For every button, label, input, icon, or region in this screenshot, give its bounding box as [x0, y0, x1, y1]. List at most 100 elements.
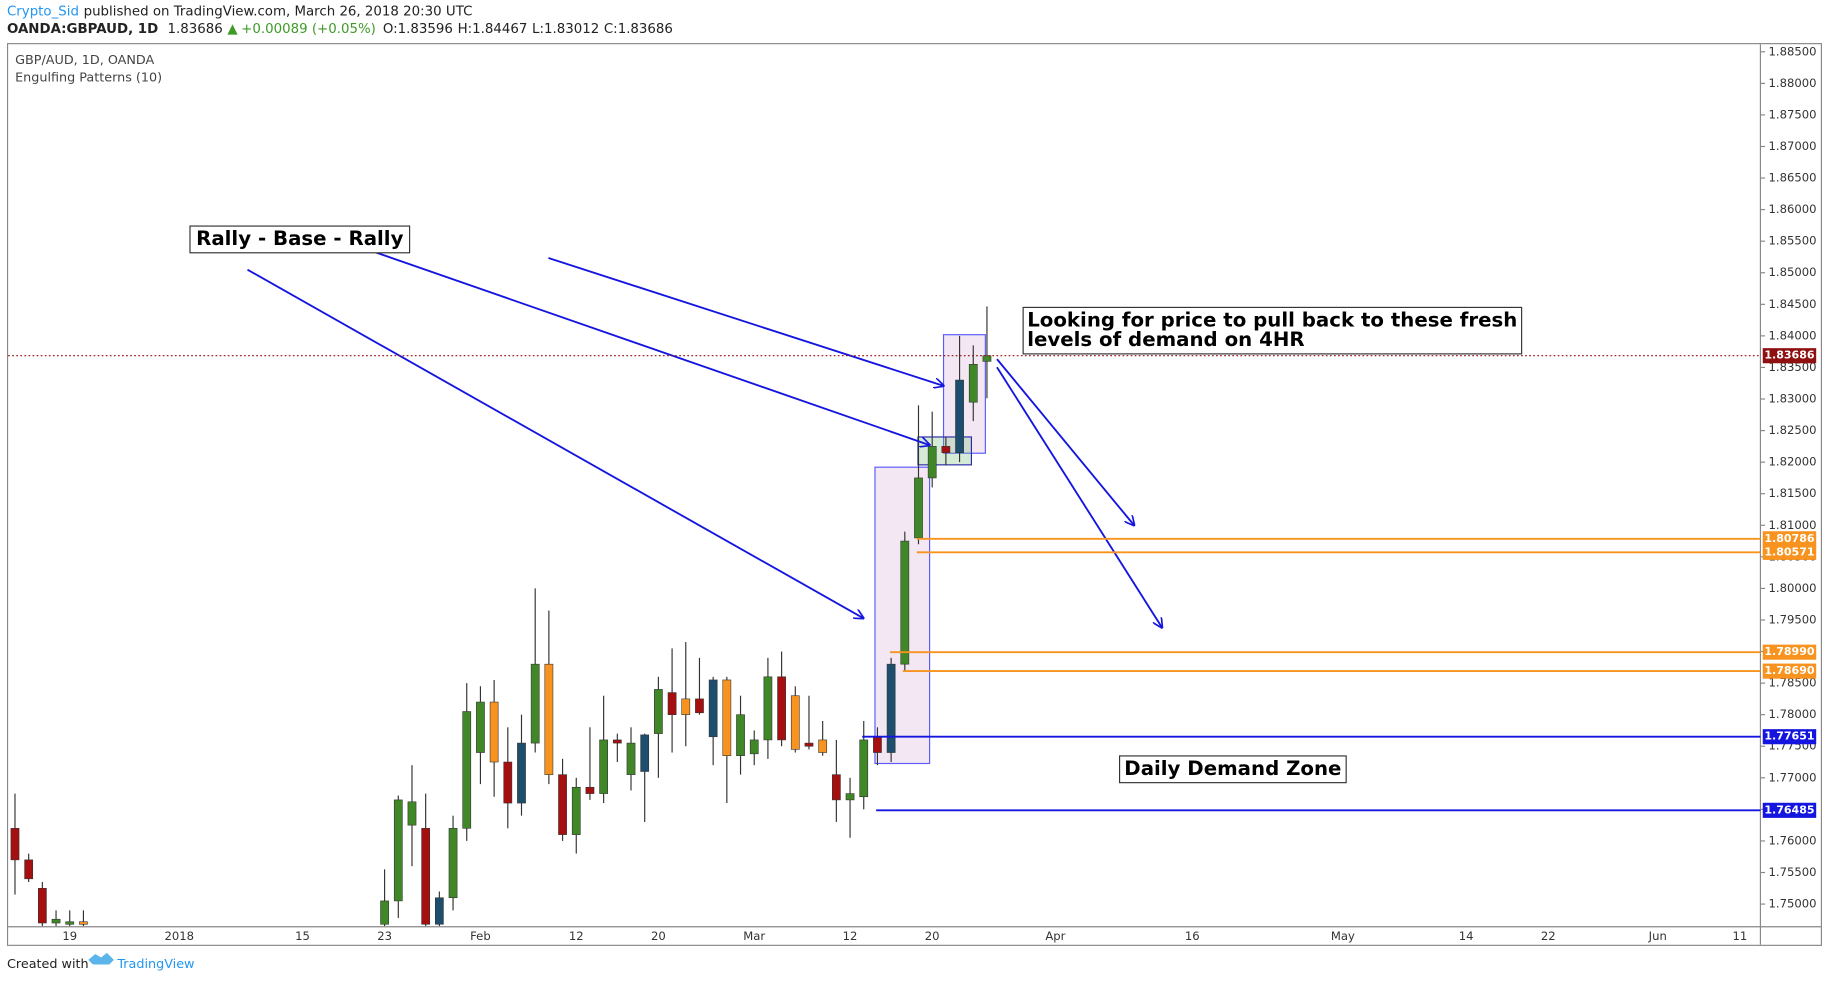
candle-body	[818, 739, 828, 753]
y-tick-label: 1.88000	[1769, 76, 1817, 90]
y-tick-label: 1.79500	[1769, 612, 1817, 626]
published: published on TradingView.com, March 26, …	[84, 5, 473, 20]
candle-body	[640, 734, 650, 772]
note: Looking for price to pull back to these …	[1027, 308, 1517, 331]
frame	[6, 43, 1822, 946]
ohlc: C:1.83686	[604, 22, 673, 37]
y-tick-label: 1.76000	[1769, 833, 1817, 847]
candle-body	[654, 689, 663, 734]
candle-body	[393, 799, 403, 902]
up-icon: ▲	[227, 22, 238, 37]
y-tick-label: 1.81500	[1769, 486, 1817, 500]
candle-body	[585, 786, 595, 794]
y-tick-label: 1.87500	[1769, 107, 1817, 121]
level-label: 1.77651	[1764, 730, 1814, 743]
change: +0.00089 (+0.05%)	[241, 22, 376, 37]
level-tag	[1762, 729, 1817, 745]
candle-body	[955, 379, 964, 453]
candle-body	[982, 355, 992, 362]
candle-body	[571, 786, 581, 835]
candle-body	[763, 676, 773, 741]
candle-body	[435, 897, 444, 925]
candle-body	[777, 676, 786, 741]
y-tick-label: 1.84500	[1769, 297, 1817, 311]
level-tag	[1762, 802, 1817, 818]
candle-body	[722, 679, 732, 757]
y-tick-label: 1.75000	[1769, 897, 1817, 911]
y-tick-label: 1.83000	[1769, 392, 1817, 406]
x-tick-label: 2018	[164, 929, 194, 943]
footer-brand[interactable]: TradingView	[116, 957, 194, 972]
y-tick-label: 1.86000	[1769, 202, 1817, 216]
level-label: 1.78990	[1764, 645, 1815, 658]
candle-body	[845, 793, 855, 801]
y-tick-label: 1.85000	[1769, 265, 1817, 279]
y-tick-label: 1.87000	[1769, 139, 1817, 153]
candle-body	[51, 918, 61, 924]
level-label: 1.78690	[1764, 664, 1815, 677]
x-tick-label: Mar	[743, 929, 765, 943]
note: Rally - Base - Rally	[196, 227, 403, 250]
brand-logo	[88, 952, 114, 965]
x-tick-label: Apr	[1045, 929, 1065, 943]
candle-body	[462, 711, 472, 829]
note-box	[189, 225, 411, 254]
candle-body	[38, 887, 47, 924]
arrow	[548, 257, 943, 386]
publisher[interactable]: Crypto_Sid	[7, 5, 79, 20]
y-tick-label: 1.78000	[1769, 707, 1817, 721]
chart-title: GBP/AUD, 1D, OANDA	[15, 53, 154, 68]
candle-body	[859, 739, 869, 798]
last-price-tag	[1762, 348, 1817, 364]
level-tag	[1762, 644, 1817, 660]
indicator-name: Engulfing Patterns (10)	[15, 70, 162, 85]
zone-box	[942, 334, 986, 454]
y-tick-label: 1.75500	[1769, 865, 1817, 879]
candle-body	[900, 540, 910, 665]
symbol-line: OANDA:GBPAUD, 1D 1.83686 ▲ +0.00089 (+0.05%…	[7, 22, 673, 37]
ohlc: O:1.83596	[383, 22, 453, 37]
level-tag	[1762, 663, 1817, 679]
level-label: 1.80786	[1764, 532, 1815, 545]
y-tick-label: 1.80000	[1769, 581, 1817, 595]
candle-body	[927, 446, 937, 479]
level-tag	[1762, 544, 1817, 560]
candle-body	[530, 663, 540, 744]
x-tick-label: May	[1331, 929, 1355, 943]
note: Daily Demand Zone	[1124, 757, 1341, 780]
x-tick-label: 12	[843, 929, 858, 943]
candle-body	[79, 921, 88, 925]
candle-body	[476, 701, 485, 753]
x-tick-label: 20	[651, 929, 666, 943]
candle-body	[558, 774, 567, 835]
symbol: OANDA:GBPAUD, 1D	[7, 22, 158, 37]
x-tick-label: 16	[1185, 929, 1200, 943]
candle-body	[544, 663, 554, 775]
y-tick-label: 1.77000	[1769, 770, 1817, 784]
candle-body	[517, 742, 526, 804]
footer-created: Created with	[7, 957, 89, 972]
y-tick-label: 1.82000	[1769, 455, 1817, 469]
candle-body	[790, 695, 800, 750]
arrow	[996, 358, 1134, 525]
candle-body	[626, 742, 636, 775]
candle-body	[667, 692, 677, 715]
x-tick-label: 19	[62, 929, 77, 943]
x-tick-label: 20	[925, 929, 940, 943]
candle-body	[503, 761, 513, 804]
y-tick-label: 1.82500	[1769, 423, 1817, 437]
x-tick-label: Feb	[470, 929, 491, 943]
candle-body	[886, 663, 896, 753]
note-box	[1118, 755, 1347, 784]
x-tick-label: 12	[569, 929, 584, 943]
arrow	[247, 268, 864, 619]
candle-body	[832, 774, 841, 801]
candle-body	[65, 921, 75, 925]
note-box	[1022, 306, 1523, 355]
candle-body	[599, 739, 608, 794]
y-tick-label: 1.85500	[1769, 234, 1817, 248]
note: levels of demand on 4HR	[1027, 328, 1304, 351]
ohlc: L:1.83012	[532, 22, 599, 37]
